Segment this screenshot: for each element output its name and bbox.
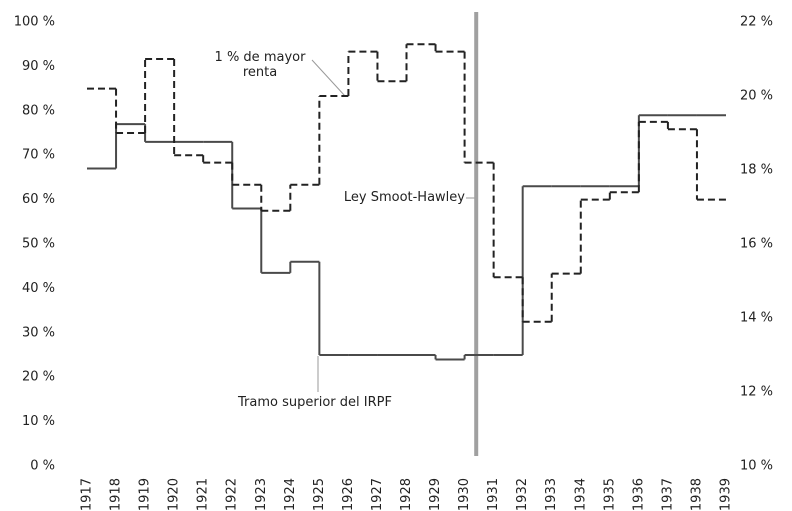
x-tick-label: 1928 (399, 478, 414, 511)
y-tick-label: 80 % (22, 103, 55, 118)
x-tick-label: 1934 (573, 478, 588, 511)
y2-tick-label: 16 % (740, 237, 773, 252)
x-tick-label: 1929 (428, 478, 443, 511)
y2-tick-label: 22 % (740, 15, 773, 30)
y-tick-label: 0 % (30, 459, 55, 474)
y-tick-label: 100 % (14, 15, 55, 30)
x-tick-label: 1933 (544, 478, 559, 511)
x-tick-label: 1919 (138, 478, 153, 511)
x-tick-label: 1925 (312, 478, 327, 511)
y-tick-label: 20 % (22, 370, 55, 385)
y-tick-label: 90 % (22, 59, 55, 74)
x-tick-label: 1920 (167, 478, 182, 511)
x-tick-label: 1939 (719, 478, 734, 511)
y-tick-label: 50 % (22, 237, 55, 252)
x-tick-label: 1918 (109, 478, 124, 511)
x-tick-label: 1932 (515, 478, 530, 511)
x-tick-label: 1937 (660, 478, 675, 511)
x-tick-label: 1921 (196, 478, 211, 511)
y2-tick-label: 18 % (740, 163, 773, 178)
annotation: Ley Smoot-Hawley (343, 190, 465, 205)
series-label: Tramo superior del IRPF (238, 395, 392, 410)
y2-tick-label: 12 % (740, 385, 773, 400)
y-tick-label: 60 % (22, 192, 55, 207)
leader-line (311, 59, 346, 97)
y-tick-label: 40 % (22, 281, 55, 296)
x-tick-label: 1931 (486, 478, 501, 511)
x-tick-label: 1922 (225, 478, 240, 511)
y2-tick-label: 10 % (740, 459, 773, 474)
y-tick-label: 70 % (22, 148, 55, 163)
y-tick-label: 10 % (22, 414, 55, 429)
x-tick-label: 1927 (370, 478, 385, 511)
x-tick-label: 1924 (283, 478, 298, 511)
y2-tick-label: 14 % (740, 311, 773, 326)
series-label: 1 % de mayor renta (214, 50, 306, 80)
y2-tick-label: 20 % (740, 89, 773, 104)
x-tick-label: 1917 (80, 478, 95, 511)
y-tick-label: 30 % (22, 325, 55, 340)
x-tick-label: 1938 (689, 478, 704, 511)
x-tick-label: 1923 (254, 478, 269, 511)
x-tick-label: 1926 (341, 478, 356, 511)
x-tick-label: 1935 (602, 478, 617, 511)
x-tick-label: 1936 (631, 478, 646, 511)
x-tick-label: 1930 (457, 478, 472, 511)
